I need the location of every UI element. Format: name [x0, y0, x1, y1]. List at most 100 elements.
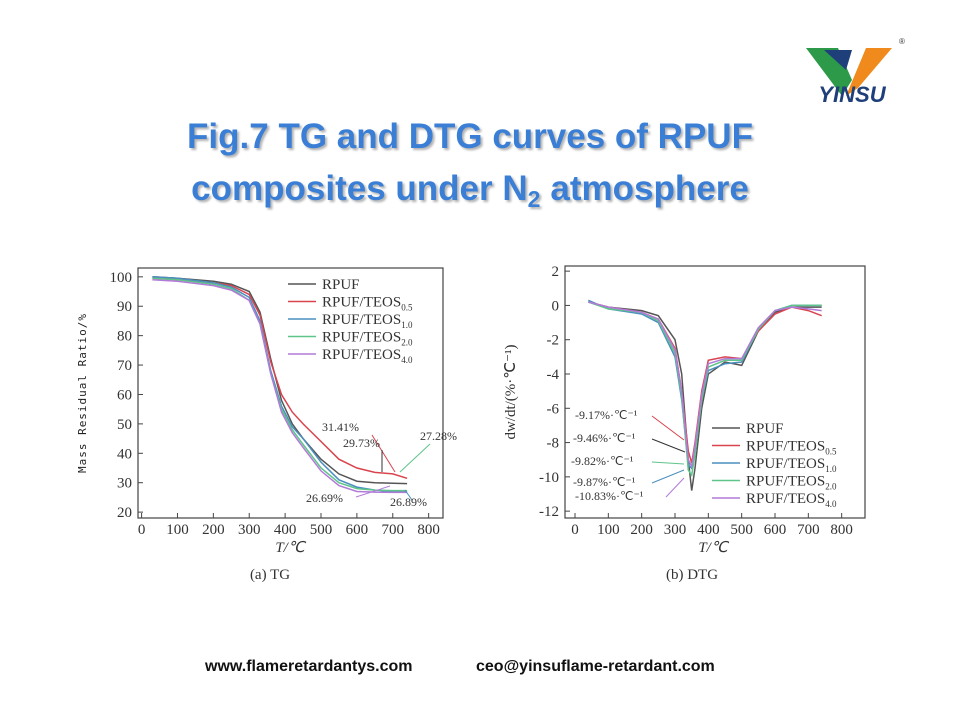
annotation-arrow [665, 477, 685, 498]
legend-subscript: 2.0 [401, 338, 413, 348]
x-tick-label: 800 [830, 522, 853, 538]
y-tick-label: 20 [117, 505, 132, 521]
y-tick-label: -10 [539, 470, 559, 486]
x-tick-label: 300 [238, 522, 261, 538]
y-tick-label: 90 [117, 299, 132, 315]
legend-label: RPUF [746, 421, 784, 437]
chart: 0 100 200 300 400 500 600 700 800 -12 -10 -8 -6 -4 -2 0… [503, 264, 866, 583]
x-tick-label: 400 [274, 522, 297, 538]
y-axis-label: Mass Residual Ratio/% [76, 313, 89, 473]
logo-mark-orange [846, 48, 892, 96]
x-axis-label: T/℃ [275, 540, 307, 556]
legend-label: RPUF/TEOS0.5 [322, 295, 413, 313]
series-line [152, 276, 408, 485]
logo-text: YINSU [818, 82, 886, 107]
footer-email: ceo@yinsuflame-retardant.com [476, 658, 715, 675]
legend-name: RPUF/TEOS [746, 474, 825, 490]
y-tick-label: 0 [552, 298, 560, 314]
title-subscript: 2 [528, 186, 541, 212]
legend-label: RPUF/TEOS1.0 [322, 312, 413, 330]
x-tick-label: 200 [630, 522, 653, 538]
series-line [588, 301, 822, 491]
legend-name: RPUF [746, 421, 784, 437]
annotation-arrow [371, 434, 396, 473]
y-tick-label: 30 [117, 476, 132, 492]
y-tick-label: 80 [117, 329, 132, 345]
x-tick-label: 100 [166, 522, 189, 538]
legend-label: RPUF/TEOS1.0 [746, 456, 837, 474]
annotation-arrow [399, 443, 431, 473]
annotation: -9.46%·℃⁻¹ [573, 431, 636, 445]
title-line: composites under N2 atmosphere [191, 169, 749, 212]
y-tick-label: 2 [552, 264, 560, 280]
annotation: -9.17%·℃⁻¹ [575, 408, 638, 422]
annotation-arrow [355, 485, 391, 498]
title-text: composites under N [191, 169, 527, 208]
x-tick-label: 300 [664, 522, 687, 538]
x-tick-label: 500 [730, 522, 753, 538]
legend-name: RPUF [322, 277, 360, 293]
legend-name: RPUF/TEOS [746, 456, 825, 472]
x-tick-label: 700 [797, 522, 820, 538]
y-axis-label: dw/dt/(%·℃⁻¹) [503, 344, 519, 439]
legend-name: RPUF/TEOS [322, 347, 401, 363]
annotation: -10.83%·℃⁻¹ [575, 489, 644, 503]
legend-subscript: 2.0 [825, 482, 837, 492]
legend-subscript: 1.0 [825, 464, 837, 474]
legend-label: RPUF/TEOS4.0 [322, 347, 413, 365]
legend-subscript: 0.5 [825, 447, 837, 457]
legend-name: RPUF/TEOS [322, 330, 401, 346]
legend-label: RPUF/TEOS0.5 [746, 439, 837, 457]
legend-name: RPUF/TEOS [322, 312, 401, 328]
title: Fig.7 TG and DTG curves of RPUF composit… [187, 117, 753, 212]
chart: 0 100 200 300 400 500 600 700 800 20 30 40 50 60 70 80 9… [76, 267, 457, 583]
y-tick-label: -8 [547, 436, 560, 452]
x-tick-label: 400 [697, 522, 720, 538]
annotation: 26.89% [390, 495, 427, 509]
y-tick-label: -4 [547, 367, 560, 383]
legend-name: RPUF/TEOS [322, 295, 401, 311]
x-tick-label: 600 [764, 522, 787, 538]
legend-subscript: 0.5 [401, 303, 413, 313]
legend-label: RPUF/TEOS2.0 [746, 474, 837, 492]
title-text: atmosphere [550, 169, 748, 208]
annotation-arrow [651, 415, 685, 441]
annotation-arrow [404, 489, 413, 501]
x-tick-label: 700 [382, 522, 405, 538]
annotation: 29.73% [343, 436, 380, 450]
x-axis-label: T/℃ [698, 540, 730, 556]
y-tick-label: 50 [117, 417, 132, 433]
annotation: 31.41% [322, 420, 359, 434]
plot-frame [564, 265, 866, 519]
annotation-arrow [651, 461, 685, 465]
chart-caption: (b) DTG [666, 567, 718, 583]
logo: YINSU ® [806, 37, 905, 107]
legend-subscript: 4.0 [825, 499, 837, 509]
legend-label: RPUF/TEOS4.0 [746, 491, 837, 509]
legend-name: RPUF/TEOS [746, 439, 825, 455]
annotation-arrow [651, 438, 686, 453]
annotation-arrow [651, 469, 685, 484]
legend-subscript: 4.0 [401, 355, 413, 365]
x-tick-label: 100 [597, 522, 620, 538]
legend-subscript: 1.0 [401, 320, 413, 330]
y-tick-label: 100 [110, 270, 133, 286]
chart-caption: (a) TG [250, 567, 290, 583]
logo-mark-navy [824, 50, 852, 70]
logo-registered: ® [899, 37, 905, 46]
x-tick-label: 800 [417, 522, 440, 538]
y-tick-label: 70 [117, 358, 132, 374]
x-tick-label: 600 [346, 522, 369, 538]
series-line [152, 277, 408, 492]
y-tick-label: -12 [539, 504, 559, 520]
plot-frame [137, 267, 444, 519]
x-tick-label: 0 [138, 522, 146, 538]
title-line: Fig.7 TG and DTG curves of RPUF [187, 117, 753, 156]
legend-label: RPUF [322, 277, 360, 293]
x-tick-label: 500 [310, 522, 333, 538]
x-tick-label: 200 [202, 522, 225, 538]
footer-website: www.flameretardantys.com [204, 658, 412, 675]
x-tick-label: 0 [571, 522, 579, 538]
annotation: 27.28% [420, 429, 457, 443]
